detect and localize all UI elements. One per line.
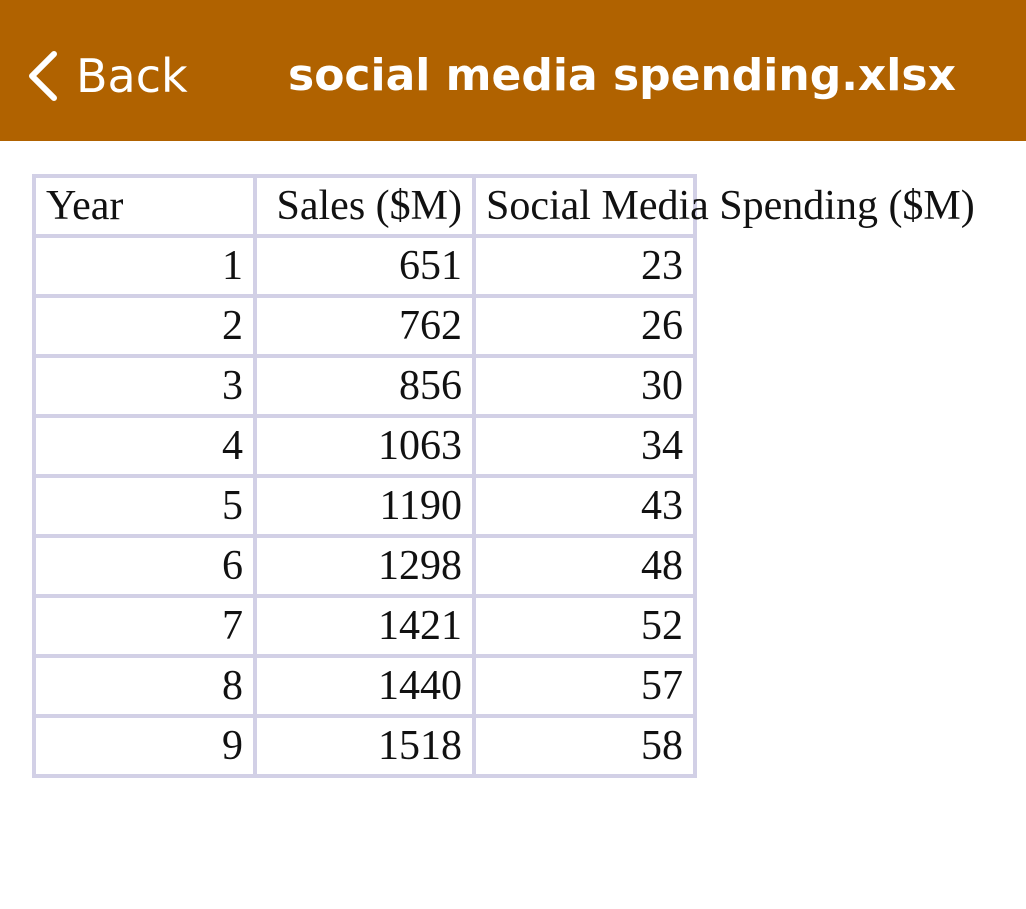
year-cell[interactable]: 7 xyxy=(32,594,257,658)
header-row: Year Sales ($M) Social Media Spending ($… xyxy=(32,174,975,238)
sales-cell[interactable]: 1190 xyxy=(253,474,476,538)
table-row: 7 1421 52 xyxy=(32,594,697,658)
sales-cell[interactable]: 1298 xyxy=(253,534,476,598)
header-cell-spending[interactable]: Social Media Spending ($M) xyxy=(472,174,975,238)
sales-cell[interactable]: 762 xyxy=(253,294,476,358)
spreadsheet: Year Sales ($M) Social Media Spending ($… xyxy=(32,174,975,778)
spending-cell[interactable]: 58 xyxy=(472,714,697,778)
table-row: 5 1190 43 xyxy=(32,474,697,538)
header-sales-label: Sales ($M) xyxy=(276,183,462,229)
header-cell-sales[interactable]: Sales ($M) xyxy=(253,174,476,238)
year-cell[interactable]: 8 xyxy=(32,654,257,718)
spending-cell[interactable]: 34 xyxy=(472,414,697,478)
header-spending-label: Social Media Spending ($M) xyxy=(486,183,975,229)
spending-cell[interactable]: 52 xyxy=(472,594,697,658)
spending-cell[interactable]: 43 xyxy=(472,474,697,538)
data-table: Year Sales ($M) Social Media Spending ($… xyxy=(32,174,975,778)
sales-cell[interactable]: 1421 xyxy=(253,594,476,658)
file-title: social media spending.xlsx xyxy=(288,50,956,101)
year-cell[interactable]: 2 xyxy=(32,294,257,358)
spending-cell[interactable]: 23 xyxy=(472,234,697,298)
table-row: 8 1440 57 xyxy=(32,654,697,718)
year-cell[interactable]: 4 xyxy=(32,414,257,478)
year-cell[interactable]: 5 xyxy=(32,474,257,538)
sales-cell[interactable]: 1063 xyxy=(253,414,476,478)
back-button[interactable]: Back xyxy=(24,44,188,108)
sales-cell[interactable]: 1518 xyxy=(253,714,476,778)
top-bar: Back social media spending.xlsx xyxy=(0,0,1026,141)
spending-cell[interactable]: 30 xyxy=(472,354,697,418)
year-cell[interactable]: 1 xyxy=(32,234,257,298)
spending-cell[interactable]: 26 xyxy=(472,294,697,358)
table-row: 1 651 23 xyxy=(32,234,697,298)
spending-cell[interactable]: 48 xyxy=(472,534,697,598)
sales-cell[interactable]: 1440 xyxy=(253,654,476,718)
table-row: 9 1518 58 xyxy=(32,714,697,778)
spending-cell[interactable]: 57 xyxy=(472,654,697,718)
table-row: 2 762 26 xyxy=(32,294,697,358)
header-cell-year[interactable]: Year xyxy=(32,174,257,238)
header-year-label: Year xyxy=(46,183,124,229)
chevron-left-icon xyxy=(24,50,60,102)
sales-cell[interactable]: 651 xyxy=(253,234,476,298)
sales-cell[interactable]: 856 xyxy=(253,354,476,418)
back-label: Back xyxy=(76,49,188,103)
table-row: 6 1298 48 xyxy=(32,534,697,598)
year-cell[interactable]: 9 xyxy=(32,714,257,778)
year-cell[interactable]: 3 xyxy=(32,354,257,418)
table-row: 4 1063 34 xyxy=(32,414,697,478)
table-row: 3 856 30 xyxy=(32,354,697,418)
year-cell[interactable]: 6 xyxy=(32,534,257,598)
